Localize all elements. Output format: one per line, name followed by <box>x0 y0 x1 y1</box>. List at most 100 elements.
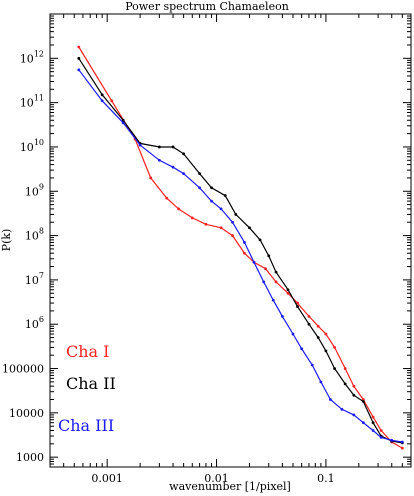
data-point <box>371 415 375 419</box>
series-3 <box>77 68 404 444</box>
plot-frame <box>49 13 412 468</box>
data-point <box>248 226 251 230</box>
data-point <box>258 238 262 242</box>
data-point <box>77 68 81 72</box>
data-point <box>171 145 175 149</box>
data-point <box>77 56 81 60</box>
data-point <box>198 186 202 190</box>
data-point <box>204 222 208 226</box>
data-point <box>324 349 328 353</box>
y-tick-label: 10000 <box>9 407 44 420</box>
data-point <box>219 207 223 211</box>
x-axis-label: wavenumber [1/pixel] <box>169 480 291 493</box>
data-point <box>262 280 266 284</box>
data-point <box>210 186 213 190</box>
data-point <box>333 345 336 349</box>
data-point <box>352 384 356 388</box>
data-point <box>210 199 213 203</box>
y-axis: 1000 10000 100000 106 107 108 109 1010 1011 1012 <box>2 13 411 468</box>
data-point <box>352 393 356 397</box>
data-point <box>100 99 104 103</box>
data-point <box>361 398 365 401</box>
data-point <box>343 382 347 386</box>
data-point <box>198 172 202 176</box>
data-point <box>329 398 332 401</box>
data-point <box>361 400 365 403</box>
y-tick-label: 1010 <box>20 138 44 154</box>
legend-entry: Cha I <box>66 342 110 361</box>
data-point <box>243 241 246 244</box>
data-point <box>157 145 161 149</box>
data-point <box>324 332 328 336</box>
data-point <box>274 270 278 274</box>
series-1 <box>77 45 404 450</box>
data-point <box>390 438 394 442</box>
data-point <box>343 367 347 370</box>
y-tick-label: 1011 <box>20 94 44 110</box>
data-point <box>149 176 153 180</box>
data-point <box>182 152 186 156</box>
data-point <box>379 435 383 439</box>
data-point <box>223 194 227 197</box>
data-point <box>361 421 365 425</box>
chart-title: Power spectrum Chamaeleon <box>125 0 289 13</box>
data-point <box>177 207 181 211</box>
data-point <box>264 267 267 270</box>
data-point <box>333 367 336 370</box>
series-line <box>78 69 403 443</box>
data-point <box>243 251 246 255</box>
y-tick-label: 109 <box>25 182 44 198</box>
data-point <box>307 315 311 318</box>
data-point <box>267 254 271 258</box>
y-tick-label: 1000 <box>16 451 44 464</box>
x-tick-label: 0.001 <box>91 472 123 485</box>
data-point <box>379 429 383 432</box>
series-layer <box>77 45 404 450</box>
data-point <box>100 93 104 97</box>
data-point <box>340 407 344 411</box>
data-point <box>316 336 320 339</box>
y-tick-label: 1012 <box>20 49 44 65</box>
data-point <box>291 332 295 336</box>
data-point <box>182 172 186 176</box>
data-point <box>307 322 311 326</box>
data-point <box>157 158 161 162</box>
data-point <box>319 380 323 384</box>
data-point <box>231 234 234 237</box>
data-point <box>352 413 356 417</box>
data-point <box>219 226 223 230</box>
data-point <box>400 440 404 444</box>
data-point <box>371 421 375 425</box>
data-point <box>171 165 175 169</box>
series-line <box>78 46 403 449</box>
data-point <box>234 213 238 216</box>
data-point <box>296 305 299 308</box>
x-tick-label: 0.1 <box>317 472 335 485</box>
data-point <box>280 315 284 318</box>
legend-entry: Cha III <box>58 416 114 435</box>
data-point <box>165 196 169 200</box>
data-point <box>296 301 299 305</box>
y-axis-label: P(k) <box>0 229 13 252</box>
y-tick-label: 100000 <box>2 363 44 376</box>
legend: Cha I Cha II Cha III <box>58 342 116 435</box>
data-point <box>286 288 290 292</box>
data-point <box>316 324 320 328</box>
data-point <box>110 99 114 103</box>
x-tick-label: 0.01 <box>204 472 229 485</box>
data-point <box>231 220 234 224</box>
data-point <box>310 363 314 367</box>
y-tick-label: 106 <box>25 315 44 331</box>
data-point <box>77 45 81 49</box>
data-point <box>371 429 375 432</box>
data-point <box>138 143 142 147</box>
series-line <box>78 57 403 444</box>
data-point <box>121 121 125 125</box>
data-point <box>271 298 275 302</box>
data-point <box>286 291 290 295</box>
y-tick-label: 108 <box>25 227 44 243</box>
data-point <box>121 118 125 122</box>
data-point <box>252 260 256 264</box>
